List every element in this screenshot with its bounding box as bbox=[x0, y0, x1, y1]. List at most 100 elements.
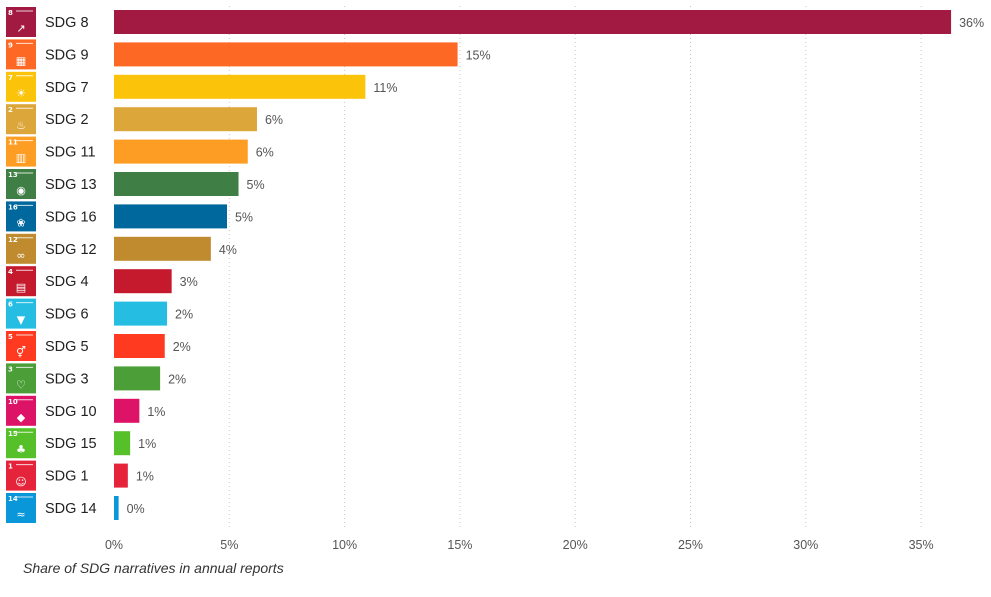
city-icon: 11 ▥ bbox=[6, 136, 36, 167]
icon-glyph: ◆ bbox=[17, 411, 26, 424]
data-label: 15% bbox=[466, 48, 491, 62]
data-label: 2% bbox=[168, 372, 186, 386]
icon-tile bbox=[6, 460, 36, 491]
chart-row: 15 ♣ SDG 15 1% bbox=[6, 428, 156, 459]
icon-number: 5 bbox=[8, 333, 13, 341]
icon-tile bbox=[6, 71, 36, 102]
icon-number: 10 bbox=[8, 398, 18, 406]
data-label: 36% bbox=[959, 16, 984, 30]
chart-growth-icon: 8↗ bbox=[6, 7, 36, 37]
data-label: 5% bbox=[247, 178, 265, 192]
bar bbox=[114, 107, 257, 132]
icon-number: 7 bbox=[8, 74, 13, 82]
icon-tile bbox=[6, 169, 36, 199]
icon-number: 14 bbox=[8, 495, 18, 503]
category-label: SDG 14 bbox=[45, 501, 97, 517]
icon-number: 8 bbox=[8, 9, 13, 17]
bar bbox=[114, 139, 248, 164]
icon-glyph: ▤ bbox=[16, 281, 26, 294]
cube-icon: 9▦ bbox=[6, 39, 36, 70]
category-label: SDG 11 bbox=[45, 145, 96, 161]
chart-row: 3♡ SDG 3 2% bbox=[6, 363, 186, 394]
x-axis-ticks: 0% 5% 10% 15% 20% 25% 30% 35% bbox=[105, 538, 934, 552]
category-label: SDG 10 bbox=[45, 404, 97, 420]
x-tick-label: 0% bbox=[105, 538, 123, 552]
bar bbox=[114, 431, 131, 456]
icon-tile bbox=[6, 298, 36, 329]
icon-glyph: ≈ bbox=[16, 508, 25, 521]
icon-glyph: ☀ bbox=[16, 87, 26, 100]
eye-globe-icon: 13 ◉ bbox=[6, 169, 36, 199]
icon-glyph: ▼ bbox=[17, 314, 26, 327]
icon-tile bbox=[6, 493, 36, 523]
bar bbox=[114, 366, 161, 391]
x-tick-label: 10% bbox=[332, 538, 357, 552]
icon-tile bbox=[6, 104, 36, 135]
data-label: 1% bbox=[136, 470, 154, 484]
equal-arrows-icon: 10 ◆ bbox=[6, 395, 36, 426]
chart-caption: Share of SDG narratives in annual report… bbox=[23, 560, 284, 576]
icon-number: 1 bbox=[8, 463, 13, 471]
icon-tile bbox=[6, 395, 36, 426]
chart-row: 10 ◆ SDG 10 1% bbox=[6, 395, 165, 426]
icon-number: 4 bbox=[8, 268, 13, 276]
icon-tile bbox=[6, 201, 36, 232]
icon-glyph: ▦ bbox=[16, 54, 26, 67]
chart-row: 9▦ SDG 9 15% bbox=[6, 39, 491, 70]
bowl-icon: 2♨ bbox=[6, 104, 36, 135]
icon-glyph: ↗ bbox=[16, 22, 25, 35]
category-label: SDG 6 bbox=[45, 307, 89, 323]
bar bbox=[114, 172, 239, 196]
x-tick-label: 25% bbox=[678, 538, 703, 552]
icon-number: 16 bbox=[8, 203, 18, 211]
icon-glyph: ♨ bbox=[16, 119, 26, 132]
gender-icon: 5⚥ bbox=[6, 331, 36, 361]
x-tick-label: 30% bbox=[793, 538, 818, 552]
bar bbox=[114, 10, 952, 34]
icon-tile bbox=[6, 7, 36, 37]
icon-glyph: ☺ bbox=[15, 476, 26, 489]
dove-icon: 16 ❀ bbox=[6, 201, 36, 232]
category-label: SDG 3 bbox=[45, 371, 89, 387]
category-label: SDG 8 bbox=[45, 15, 89, 31]
data-label: 1% bbox=[147, 405, 165, 419]
icon-number: 12 bbox=[8, 236, 18, 244]
data-label: 3% bbox=[180, 275, 198, 289]
icon-tile bbox=[6, 39, 36, 70]
data-label: 11% bbox=[373, 81, 397, 95]
chart-row: 4▤ SDG 4 3% bbox=[6, 266, 198, 297]
bar bbox=[114, 74, 366, 99]
icon-number: 6 bbox=[8, 301, 13, 309]
icon-tile bbox=[6, 266, 36, 297]
x-tick-label: 15% bbox=[447, 538, 472, 552]
book-icon: 4▤ bbox=[6, 266, 36, 297]
icon-tile bbox=[6, 363, 36, 394]
water-drop-icon: 6▼ bbox=[6, 298, 36, 329]
x-tick-label: 5% bbox=[220, 538, 238, 552]
tree-icon: 15 ♣ bbox=[6, 428, 36, 459]
data-label: 2% bbox=[175, 308, 193, 322]
chart-row: 13 ◉ SDG 13 5% bbox=[6, 169, 265, 199]
chart-row: 7☀ SDG 7 11% bbox=[6, 71, 397, 102]
data-label: 6% bbox=[265, 113, 283, 127]
heartbeat-icon: 3♡ bbox=[6, 363, 36, 394]
icon-tile bbox=[6, 136, 36, 167]
chart-row: 6▼ SDG 6 2% bbox=[6, 298, 193, 329]
icon-tile bbox=[6, 331, 36, 361]
bar bbox=[114, 204, 227, 229]
icon-number: 15 bbox=[8, 430, 18, 438]
data-label: 1% bbox=[138, 437, 156, 451]
chart-row: 5⚥ SDG 5 2% bbox=[6, 331, 191, 361]
chart-row: 14 ≈ SDG 14 0% bbox=[6, 493, 145, 523]
category-label: SDG 9 bbox=[45, 47, 89, 63]
icon-number: 9 bbox=[8, 41, 13, 49]
icon-number: 2 bbox=[8, 106, 13, 114]
category-label: SDG 16 bbox=[45, 209, 97, 225]
data-label: 4% bbox=[219, 243, 237, 257]
icon-glyph: ▥ bbox=[16, 152, 26, 165]
chart-rows: 8↗ SDG 8 36%9▦ SDG 9 15%7☀ SDG 7 11%2♨ SDG 2 6%1… bbox=[6, 7, 984, 523]
data-label: 2% bbox=[173, 340, 191, 354]
x-tick-label: 20% bbox=[563, 538, 588, 552]
chart-row: 16 ❀ SDG 16 5% bbox=[6, 201, 253, 232]
data-label: 0% bbox=[127, 502, 145, 516]
